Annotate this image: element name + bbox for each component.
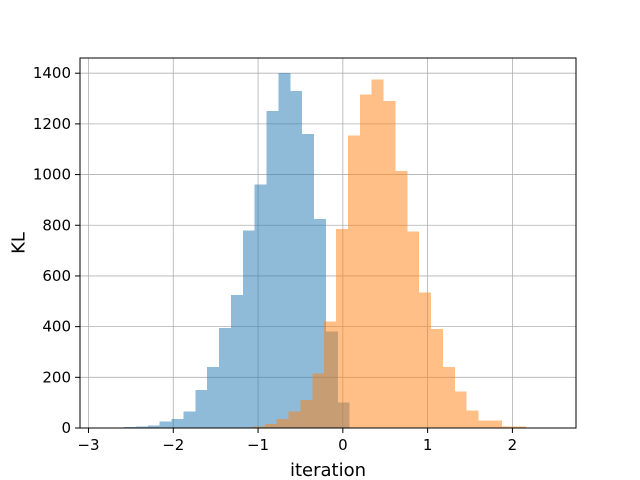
histogram-bar <box>502 426 515 428</box>
x-tick-label: 2 <box>508 436 518 454</box>
x-tick-label: 1 <box>423 436 433 454</box>
y-tick-label: 1000 <box>33 166 71 184</box>
axis-ticks: −3 −2 −1 0 1 2 0 200 400 600 800 1000 1200 1400 <box>33 64 517 454</box>
histogram-bar <box>514 426 526 428</box>
histogram-bars <box>124 73 526 429</box>
histogram-bar <box>276 419 289 428</box>
histogram-bar <box>230 294 243 428</box>
histogram-bar <box>490 420 503 428</box>
y-axis-label: KL <box>8 232 29 254</box>
x-tick-label: −2 <box>162 436 184 454</box>
x-tick-label: −1 <box>247 436 269 454</box>
histogram-bar <box>359 94 372 428</box>
y-tick-label: 800 <box>42 216 71 234</box>
histogram-bar <box>288 411 301 428</box>
histogram-bar <box>135 426 148 428</box>
y-tick-label: 1200 <box>33 115 71 133</box>
histogram-bar <box>312 373 325 428</box>
histogram-bar <box>383 101 396 429</box>
histogram-bar <box>183 411 196 428</box>
histogram-bar <box>395 170 408 428</box>
histogram-bar <box>242 230 255 428</box>
histogram-bar <box>266 111 279 428</box>
histogram-bar <box>302 134 315 428</box>
y-tick-label: 1400 <box>33 64 71 82</box>
histogram-bar <box>347 135 360 428</box>
histogram-bar <box>278 73 291 429</box>
histogram-bar <box>290 90 303 429</box>
histogram-bar <box>147 425 160 428</box>
y-tick-label: 400 <box>42 318 71 336</box>
histogram-bar <box>219 327 231 428</box>
plot-area-frame <box>79 57 577 429</box>
histogram-bar <box>478 420 491 428</box>
histogram-bar <box>314 218 326 428</box>
histogram-bar <box>324 321 337 428</box>
histogram-bar <box>442 367 455 428</box>
x-tick-label: 0 <box>338 436 348 454</box>
histogram-bar <box>264 424 277 428</box>
histogram-bar <box>195 389 208 428</box>
y-tick-label: 600 <box>42 267 71 285</box>
x-tick-label: −3 <box>77 436 99 454</box>
x-axis-label: iteration <box>290 460 366 480</box>
histogram-bar <box>336 229 348 428</box>
histogram-bar <box>419 292 432 428</box>
histogram-bar <box>207 367 220 428</box>
histogram-bar <box>431 329 443 428</box>
histogram-bar <box>252 426 265 428</box>
histogram-bar <box>254 184 267 428</box>
histogram-series-2 <box>252 79 526 429</box>
histogram-bar <box>371 79 384 428</box>
histogram-bar <box>466 410 479 428</box>
histogram-bar <box>300 400 313 428</box>
histogram-bar <box>171 419 184 428</box>
histogram-bar <box>159 421 172 428</box>
histogram-bar <box>407 231 420 428</box>
histogram-bar <box>454 391 467 428</box>
y-tick-label: 0 <box>61 419 71 437</box>
y-tick-label: 200 <box>42 368 71 386</box>
